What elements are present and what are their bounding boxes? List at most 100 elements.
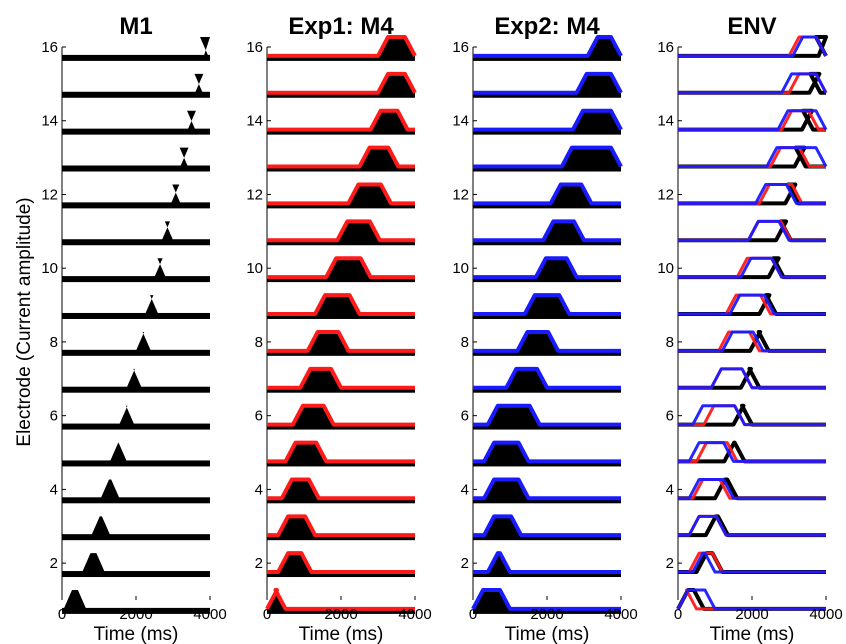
x-tick-label: 4000 (398, 606, 431, 623)
trace-envelope (678, 108, 826, 132)
overlay-line (265, 588, 415, 611)
trace-pulse (359, 147, 399, 171)
trace-envelope (678, 182, 826, 206)
trace-pulse (99, 479, 122, 503)
overlay-line (267, 293, 415, 316)
trace-pulse (315, 295, 360, 318)
trace-pulse (484, 516, 522, 540)
trace-baseline (62, 202, 210, 209)
overlay-line (267, 182, 415, 206)
overlay-line (473, 219, 621, 243)
trace-pulse (484, 479, 529, 503)
y-tick-label: 10 (452, 260, 469, 277)
y-tick-label: 2 (461, 555, 469, 572)
y-tick-label: 8 (461, 334, 469, 351)
overlay-line (267, 329, 415, 353)
trace-baseline (62, 165, 210, 172)
overlay-line (678, 35, 828, 58)
trace-pulse (378, 73, 415, 97)
overlay-line (471, 588, 621, 611)
y-tick-label: 4 (255, 481, 263, 498)
trace-baseline (62, 91, 210, 98)
x-tick-label: 2000 (119, 606, 152, 623)
trace-pulse (108, 442, 129, 466)
y-tick-label: 12 (246, 186, 263, 203)
y-tick-label: 6 (666, 408, 674, 425)
overlay-line (473, 403, 621, 427)
overlay-line (473, 551, 621, 575)
overlay-line (678, 72, 828, 95)
trace-pulse (370, 110, 408, 134)
trace-pulse (124, 368, 144, 392)
overlay-line (678, 477, 826, 500)
trace-pulse (572, 110, 621, 134)
trace-pulse (326, 258, 371, 282)
overlay-line (473, 35, 623, 58)
trace-pulse (473, 590, 510, 613)
overlay-line (678, 109, 828, 132)
y-tick-label: 14 (657, 113, 674, 130)
overlay-line (473, 71, 623, 95)
trace-baseline (62, 128, 210, 135)
trace-pulse (550, 184, 592, 208)
trace-pulse (487, 553, 510, 577)
y-tick-label: 8 (666, 334, 674, 351)
y-tick-label: 16 (41, 39, 58, 56)
trace-pulse (80, 553, 107, 577)
y-tick-label: 10 (246, 260, 263, 277)
y-tick-label: 16 (452, 39, 469, 56)
trace-pulse (300, 368, 341, 392)
trace-pulse (561, 147, 621, 171)
trace-pulse (89, 516, 112, 540)
overlay-line (473, 182, 621, 206)
trace-envelope (678, 71, 826, 95)
overlay-line (473, 477, 621, 501)
overlay-line (678, 330, 826, 353)
trace-pulse (62, 590, 88, 613)
y-tick-label: 2 (50, 555, 58, 572)
overlay-line (678, 293, 826, 316)
x-axis-label: Time (ms) (94, 624, 179, 644)
overlay-line (678, 477, 826, 500)
overlay-line (676, 588, 826, 611)
y-tick-label: 8 (50, 334, 58, 351)
overlay-line (267, 219, 415, 243)
overlay-line (678, 183, 826, 205)
panel-title: ENV (727, 13, 776, 40)
shared-y-axis-label: Electrode (Current amplitude) (14, 197, 35, 446)
trace-baseline (62, 534, 210, 541)
trace-pulse (169, 184, 183, 208)
trace-envelope (678, 293, 826, 316)
y-tick-label: 12 (452, 186, 469, 203)
x-tick-label: 4000 (604, 606, 637, 623)
trace-pulse (185, 110, 198, 134)
overlay-line (473, 366, 621, 390)
x-tick-label: 0 (674, 606, 682, 623)
trace-pulse (178, 147, 190, 171)
x-tick-label: 2000 (735, 606, 768, 623)
overlay-line (267, 71, 417, 95)
x-tick-label: 4000 (809, 606, 842, 623)
overlay-line (678, 293, 826, 316)
trace-pulse (517, 331, 559, 355)
trace-pulse (506, 368, 547, 392)
trace-pulse (134, 331, 153, 355)
trace-pulse (378, 37, 415, 60)
y-tick-label: 14 (246, 113, 263, 130)
x-axis-label: Time (ms) (710, 624, 795, 644)
trace-baseline (62, 276, 210, 283)
trace-pulse (160, 221, 175, 245)
trace-baseline (62, 312, 210, 319)
x-tick-label: 4000 (193, 606, 226, 623)
overlay-line (678, 404, 826, 427)
y-tick-label: 10 (41, 260, 58, 277)
trace-envelope (678, 514, 826, 538)
overlay-line (267, 440, 415, 464)
trace-baseline (62, 423, 210, 430)
overlay-line (678, 72, 828, 95)
trace-pulse (348, 184, 391, 208)
panel-3: Exp2: M4 2 4 6 8 10 12 14 16 0 2000 4000 Time (ms) (452, 13, 637, 644)
trace-baseline (62, 497, 210, 504)
y-tick-label: 2 (666, 555, 674, 572)
overlay-line (267, 477, 415, 501)
